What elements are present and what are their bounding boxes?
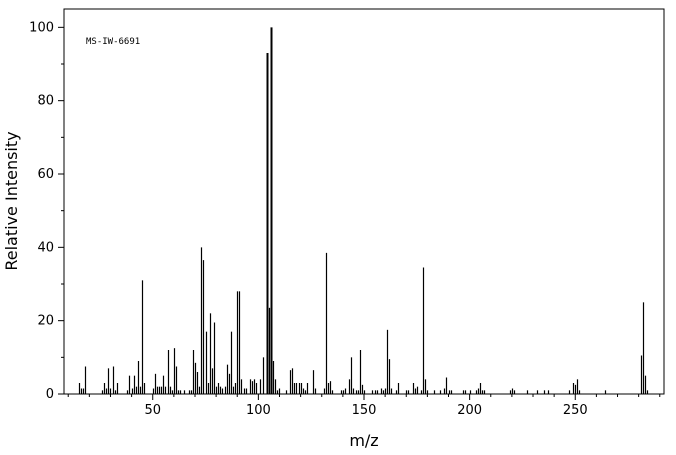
x-tick-label: 100: [246, 403, 271, 418]
y-tick-label: 80: [37, 94, 54, 109]
x-tick-label: 150: [352, 403, 377, 418]
y-axis: 0 20 40 60 80 100: [29, 20, 64, 402]
y-tick-label: 40: [37, 240, 54, 255]
y-axis-title: Relative Intensity: [2, 131, 21, 270]
x-axis-title: m/z: [349, 431, 378, 450]
x-tick-label: 250: [563, 403, 588, 418]
peak-series: [78, 27, 649, 394]
y-tick-label: 100: [29, 20, 54, 35]
x-tick-label: 50: [144, 403, 161, 418]
x-axis: 50 100 150 200 250: [67, 394, 661, 418]
plot-frame: [63, 8, 665, 395]
y-tick-label: 20: [37, 314, 54, 329]
y-tick-label: 60: [37, 167, 54, 182]
x-tick-label: 200: [457, 403, 482, 418]
y-tick-label: 0: [46, 387, 54, 402]
spectrum-id-annotation: MS-IW-6691: [86, 37, 140, 47]
